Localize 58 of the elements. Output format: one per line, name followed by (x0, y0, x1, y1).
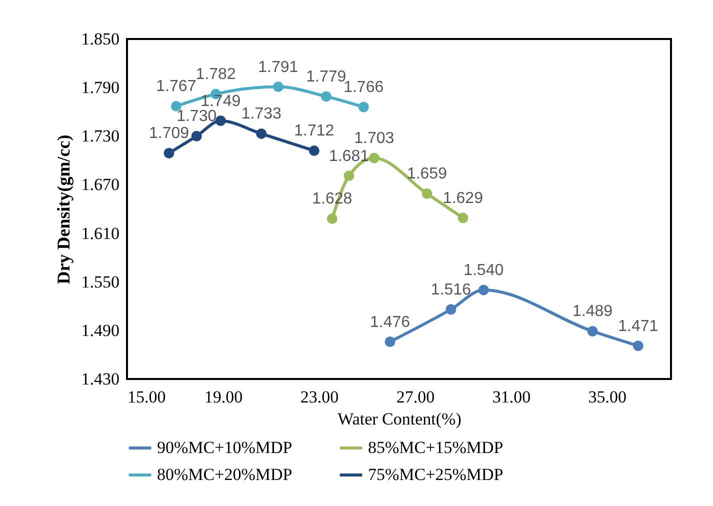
point (446, 304, 456, 315)
point (326, 213, 338, 224)
x-tick-label: 27.00 (396, 388, 435, 406)
legend-label: 90%MC+10%MDP (157, 438, 292, 457)
data-label: 1.489 (572, 303, 613, 320)
data-label: 1.791 (258, 58, 298, 76)
data-label: 1.629 (442, 190, 484, 207)
y-tick-label: 1.670 (81, 175, 120, 194)
data-label: 1.476 (370, 314, 410, 331)
point (358, 102, 369, 112)
data-label: 1.681 (328, 148, 370, 165)
point (587, 326, 598, 336)
point (191, 130, 202, 142)
y-tick-label: 1.730 (81, 126, 120, 146)
data-label: 1.516 (430, 281, 472, 298)
data-label: 1.712 (294, 122, 334, 140)
x-tick-label: 35.00 (588, 388, 627, 406)
point (632, 340, 644, 352)
data-label: 1.540 (464, 262, 504, 279)
point (308, 145, 320, 156)
point (215, 116, 226, 126)
data-label: 1.709 (148, 125, 190, 142)
point (272, 82, 284, 92)
legend-label: 85%MC+15%MDP (368, 438, 504, 457)
data-label: 1.766 (344, 79, 384, 96)
point (164, 148, 174, 158)
data-label: 1.471 (618, 318, 658, 335)
point (344, 170, 354, 182)
x-tick-label: 19.00 (204, 388, 243, 406)
point (384, 336, 396, 347)
point (256, 128, 267, 139)
legend-label: 80%MC+20%MDP (157, 465, 292, 484)
y-tick-label: 1.550 (81, 272, 120, 292)
x-tick-label: 15.00 (128, 388, 166, 406)
data-label: 1.767 (156, 78, 196, 96)
point (478, 284, 489, 296)
y-tick-label: 1.850 (81, 30, 120, 48)
data-label: 1.749 (200, 92, 241, 110)
point (458, 212, 468, 224)
legend-label: 75%MC+25%MDP (368, 465, 504, 484)
data-label: 1.779 (306, 68, 346, 86)
y-tick-label: 1.490 (81, 320, 120, 340)
data-label: 1.782 (196, 66, 236, 84)
data-label: 1.659 (406, 166, 448, 183)
data-label: 1.733 (241, 106, 282, 123)
x-axis-title: Water Content(%) (338, 410, 462, 428)
y-tick-label: 1.610 (81, 224, 120, 243)
point (422, 188, 432, 199)
y-tick-label: 1.430 (81, 370, 120, 388)
y-axis-title: Dry Density(gm/cc) (53, 134, 74, 284)
y-tick-label: 1.790 (81, 78, 120, 98)
x-tick-label: 23.00 (300, 388, 339, 406)
point (368, 152, 380, 164)
data-label: 1.730 (176, 108, 217, 126)
x-tick-label: 31.00 (492, 388, 531, 406)
point (170, 100, 182, 112)
point (320, 91, 332, 102)
data-label: 1.703 (354, 130, 394, 147)
